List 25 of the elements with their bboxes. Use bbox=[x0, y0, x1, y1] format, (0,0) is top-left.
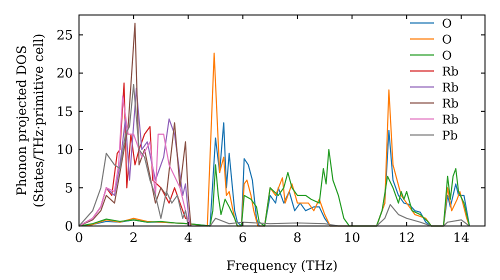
line-series bbox=[78, 84, 470, 227]
legend-label: O bbox=[442, 32, 452, 46]
x-tick-label: 14 bbox=[452, 231, 470, 246]
y-tick-label: 0 bbox=[64, 220, 73, 234]
x-tick-label: 12 bbox=[398, 231, 415, 246]
legend-label: O bbox=[442, 16, 452, 30]
x-tick-label: 0 bbox=[74, 231, 84, 246]
x-tick-label: 10 bbox=[344, 231, 360, 246]
y-tick-label: 5 bbox=[64, 181, 73, 196]
y-axis-title: Phonon projected DOS (States/THz·primitive cell) bbox=[15, 33, 47, 208]
legend-label: Rb bbox=[442, 112, 460, 126]
x-tick-label: 2 bbox=[129, 231, 138, 246]
x-axis-title: Frequency (THz) bbox=[226, 259, 338, 274]
y-tick-label: 25 bbox=[56, 28, 73, 44]
y-tick-label: 15 bbox=[56, 104, 73, 120]
legend-label: Rb bbox=[442, 96, 460, 110]
legend-label: O bbox=[442, 48, 452, 62]
x-tick-label: 8 bbox=[293, 231, 302, 246]
y-tick-label: 20 bbox=[56, 66, 73, 82]
legend-label: Rb bbox=[442, 64, 460, 78]
x-tick-label: 6 bbox=[238, 231, 247, 246]
legend-label: Pb bbox=[442, 128, 458, 142]
y-tick-label: 10 bbox=[56, 143, 73, 158]
legend-label: Rb bbox=[442, 80, 460, 94]
x-tick-label: 4 bbox=[184, 231, 192, 246]
